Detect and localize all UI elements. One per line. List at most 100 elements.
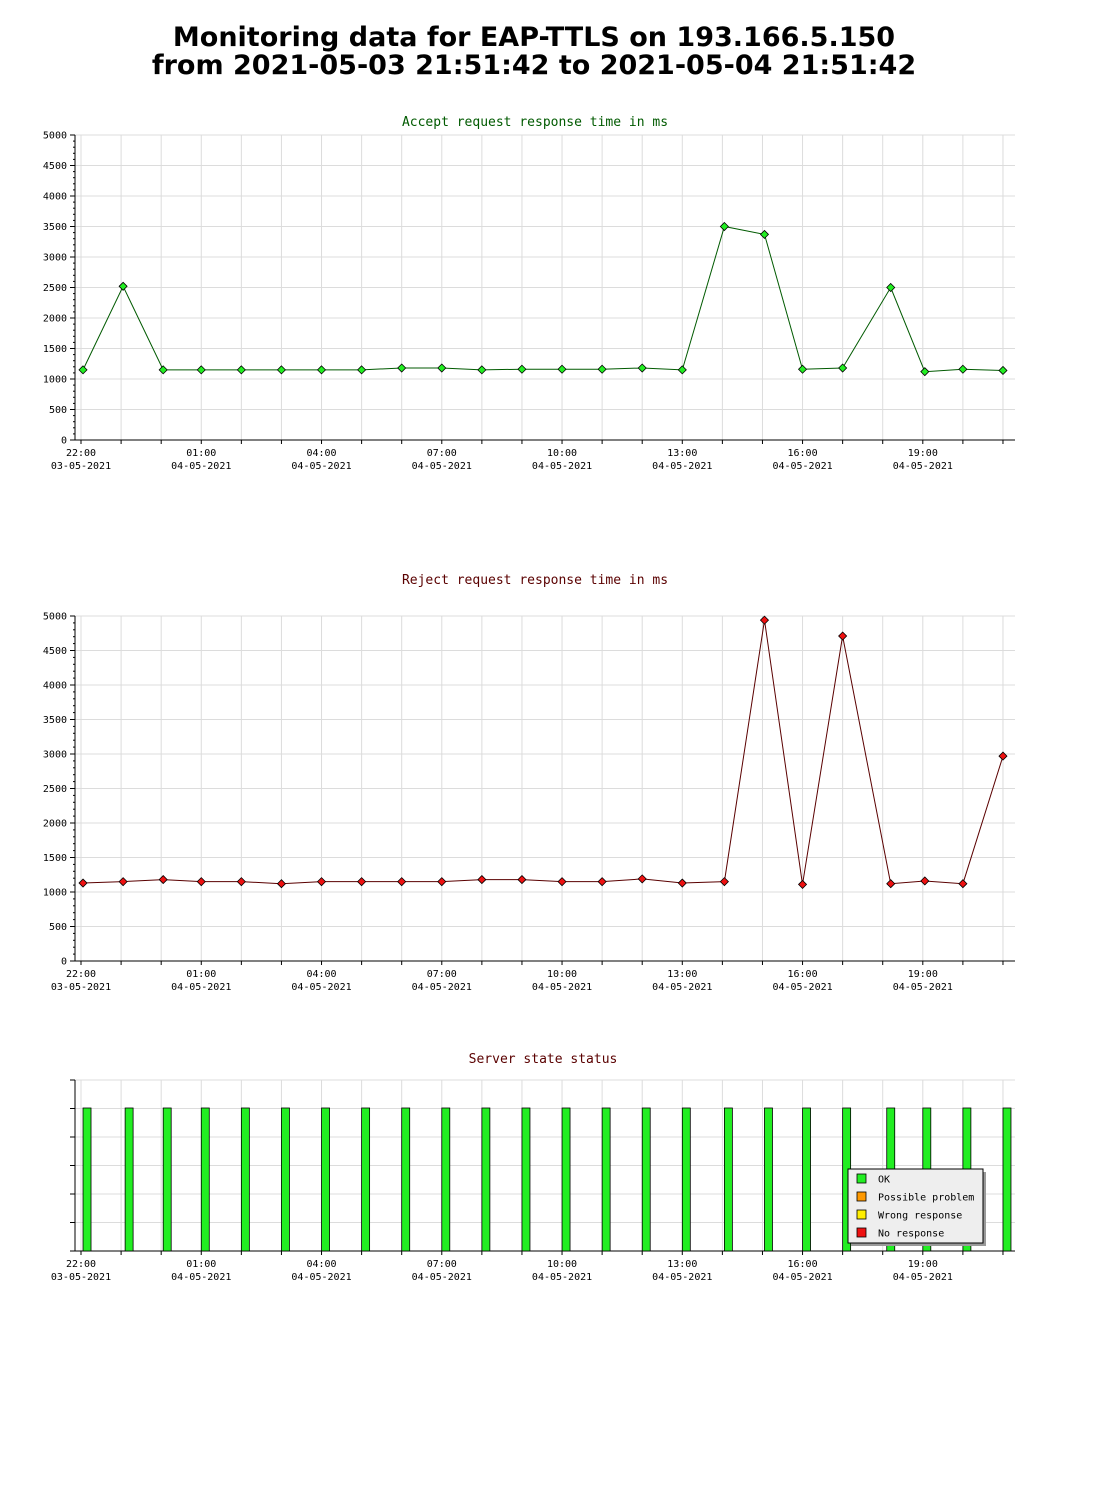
data-point bbox=[437, 877, 447, 887]
x-tick-date: 04-05-2021 bbox=[412, 982, 472, 993]
data-point bbox=[719, 221, 729, 232]
x-tick-date: 04-05-2021 bbox=[772, 1272, 832, 1283]
y-tick-label: 4500 bbox=[43, 161, 67, 172]
y-tick-label: 3500 bbox=[43, 222, 67, 233]
data-point bbox=[276, 365, 287, 375]
data-point bbox=[597, 364, 607, 374]
data-point bbox=[677, 878, 687, 888]
data-point bbox=[397, 877, 407, 887]
y-tick-label: 1500 bbox=[43, 344, 67, 355]
legend-label: Wrong response bbox=[878, 1211, 962, 1222]
status-bar bbox=[521, 1107, 531, 1252]
status-bar bbox=[240, 1107, 250, 1252]
y-tick-label: 2000 bbox=[43, 819, 67, 830]
x-tick-time: 22:00 bbox=[66, 969, 96, 980]
series-line bbox=[82, 620, 1004, 885]
x-tick-time: 10:00 bbox=[547, 1259, 577, 1270]
data-point bbox=[998, 751, 1008, 761]
data-point bbox=[998, 365, 1008, 376]
y-tick-label: 1000 bbox=[43, 888, 67, 899]
data-point bbox=[118, 877, 128, 887]
status-bar bbox=[200, 1107, 210, 1252]
x-tick-date: 04-05-2021 bbox=[772, 982, 832, 993]
x-tick-time: 19:00 bbox=[908, 969, 938, 980]
data-point bbox=[477, 365, 487, 375]
legend-label: Possible problem bbox=[878, 1193, 974, 1204]
y-tick-label: 5000 bbox=[43, 612, 67, 623]
y-tick-label: 0 bbox=[61, 957, 67, 968]
data-point bbox=[118, 281, 128, 291]
status-bar bbox=[281, 1107, 290, 1252]
x-tick-time: 07:00 bbox=[427, 969, 457, 980]
data-point bbox=[78, 878, 88, 888]
y-tick-label: 500 bbox=[49, 405, 67, 416]
x-tick-date: 04-05-2021 bbox=[772, 461, 832, 472]
status-bar bbox=[441, 1107, 451, 1252]
legend-swatch bbox=[856, 1227, 867, 1238]
x-tick-date: 04-05-2021 bbox=[291, 1272, 351, 1283]
data-point bbox=[886, 879, 896, 889]
series-line bbox=[82, 225, 1004, 373]
status-bar bbox=[641, 1107, 651, 1252]
legend-swatch bbox=[856, 1191, 867, 1202]
x-tick-date: 04-05-2021 bbox=[532, 1272, 592, 1283]
data-point bbox=[797, 364, 808, 374]
data-point bbox=[557, 877, 567, 887]
chart-title: Reject request response time in ms bbox=[402, 573, 668, 588]
x-tick-time: 13:00 bbox=[667, 969, 697, 980]
legend-swatch bbox=[856, 1173, 867, 1184]
x-tick-time: 07:00 bbox=[427, 1259, 457, 1270]
y-tick-label: 4500 bbox=[43, 646, 67, 657]
x-tick-date: 03-05-2021 bbox=[51, 982, 111, 993]
data-point bbox=[357, 365, 367, 375]
x-tick-date: 04-05-2021 bbox=[893, 982, 953, 993]
x-tick-time: 01:00 bbox=[186, 1259, 216, 1270]
status-chart: Server state status 22:00 03-05-2021 01:00 0… bbox=[51, 1052, 1015, 1283]
data-point bbox=[838, 631, 848, 641]
status-bar bbox=[481, 1107, 491, 1252]
status-bar bbox=[601, 1107, 611, 1252]
data-point bbox=[437, 363, 447, 373]
x-tick-time: 04:00 bbox=[306, 448, 336, 459]
x-tick-time: 19:00 bbox=[908, 1259, 938, 1270]
x-tick-date: 04-05-2021 bbox=[412, 461, 472, 472]
x-tick-date: 04-05-2021 bbox=[171, 982, 231, 993]
data-point bbox=[797, 879, 808, 889]
data-point bbox=[276, 879, 287, 889]
data-point bbox=[637, 874, 647, 884]
data-point bbox=[920, 876, 930, 886]
status-bar bbox=[162, 1107, 172, 1252]
status-bar bbox=[361, 1107, 371, 1252]
status-bar bbox=[321, 1107, 330, 1252]
y-tick-label: 3000 bbox=[43, 253, 67, 264]
x-tick-time: 10:00 bbox=[547, 448, 577, 459]
x-tick-time: 16:00 bbox=[787, 448, 817, 459]
x-tick-date: 04-05-2021 bbox=[652, 461, 712, 472]
status-bar bbox=[802, 1107, 811, 1252]
status-bar bbox=[561, 1107, 571, 1252]
x-tick-time: 22:00 bbox=[66, 1259, 96, 1270]
x-tick-date: 04-05-2021 bbox=[171, 461, 231, 472]
data-point bbox=[838, 363, 848, 373]
x-tick-date: 03-05-2021 bbox=[51, 461, 111, 472]
page-title-line1: Monitoring data for EAP-TTLS on 193.166.… bbox=[172, 22, 896, 53]
x-tick-date: 04-05-2021 bbox=[532, 982, 592, 993]
data-point bbox=[196, 877, 206, 887]
x-tick-time: 16:00 bbox=[787, 1259, 817, 1270]
data-point bbox=[477, 875, 487, 885]
status-bar bbox=[681, 1107, 691, 1252]
data-point bbox=[158, 875, 168, 885]
status-bar bbox=[1002, 1107, 1012, 1252]
status-bar bbox=[764, 1107, 773, 1252]
y-tick-label: 1500 bbox=[43, 853, 67, 864]
y-tick-label: 0 bbox=[61, 436, 67, 447]
data-point bbox=[719, 877, 729, 887]
data-point bbox=[920, 367, 930, 377]
data-point bbox=[78, 365, 88, 375]
data-point bbox=[316, 365, 327, 375]
x-tick-date: 04-05-2021 bbox=[652, 1272, 712, 1283]
x-tick-time: 01:00 bbox=[186, 448, 216, 459]
y-tick-label: 500 bbox=[49, 922, 67, 933]
status-bar bbox=[124, 1107, 134, 1252]
